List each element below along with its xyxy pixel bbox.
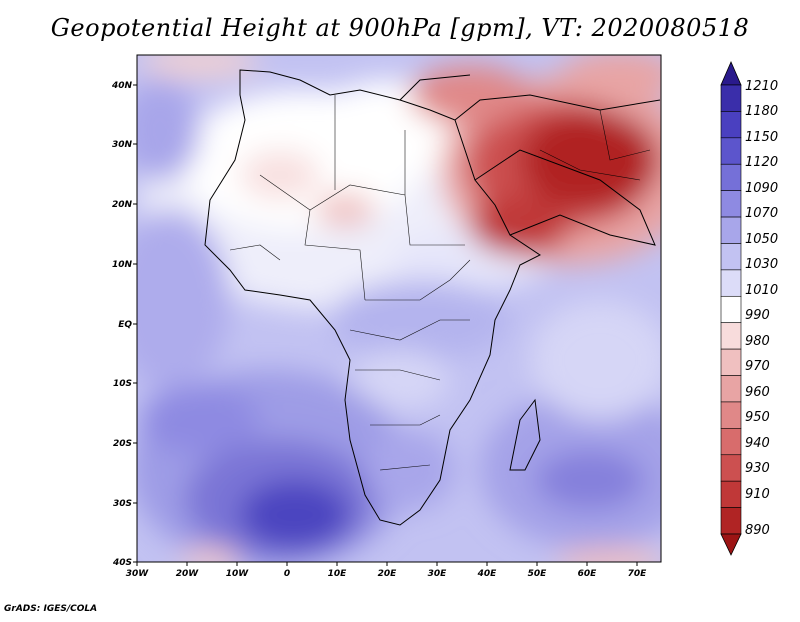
colorbar-swatch: [720, 190, 742, 218]
colorbar-swatch: [720, 84, 742, 112]
colorbar-label: 930: [745, 461, 770, 476]
colorbar-swatch: [720, 269, 742, 297]
colorbar-swatch: [720, 216, 742, 244]
colorbar-swatch: [720, 111, 742, 139]
colorbar-swatch: [720, 401, 742, 429]
coastlines: [204, 69, 661, 526]
colorbar-label: 1210: [745, 79, 778, 94]
colorbar-label: 1180: [745, 104, 778, 119]
y-tick-label: 30S: [113, 499, 132, 509]
axis-ticks: [133, 84, 638, 566]
colorbar-label: 940: [745, 436, 770, 451]
y-axis: 40S 30S 20S 10S EQ 10N 20N 30N 40N: [111, 81, 133, 568]
y-tick-label: 40S: [112, 558, 132, 568]
x-tick-label: 30E: [428, 569, 448, 579]
colorbar-label: 1090: [745, 181, 778, 196]
colorbar-label: 1030: [745, 257, 778, 272]
x-tick-label: 20E: [378, 569, 398, 579]
colorbar-label: 950: [745, 410, 770, 425]
country-borders: [229, 95, 651, 471]
colorbar-top-arrow: [720, 60, 742, 86]
x-tick-label: 70E: [628, 569, 648, 579]
colorbar-swatch: [720, 454, 742, 482]
x-tick-label: 60E: [578, 569, 598, 579]
colorbar-label: 1120: [745, 155, 778, 170]
y-tick-label: 30N: [112, 140, 133, 150]
colorbar: 1210 1180 1150 1120 1090 1070 1050 1030 …: [720, 60, 778, 556]
colorbar-boxes: [720, 84, 742, 535]
x-axis: 30W 20W 10W 0 10E 20E 30E 40E 50E 60E 70…: [126, 569, 647, 579]
colorbar-labels: 1210 1180 1150 1120 1090 1070 1050 1030 …: [745, 79, 778, 538]
colorbar-label: 1150: [745, 130, 778, 145]
colorbar-label: 970: [745, 359, 770, 374]
y-tick-label: 40N: [111, 81, 133, 91]
colorbar-swatch: [720, 428, 742, 456]
chart-title: Geopotential Height at 900hPa [gpm], VT:…: [50, 14, 750, 42]
colorbar-label: 960: [745, 385, 770, 400]
colorbar-swatch: [720, 507, 742, 535]
height-field: [137, 55, 661, 562]
x-tick-label: 30W: [126, 569, 150, 579]
colorbar-bottom-arrow: [720, 533, 742, 556]
colorbar-swatch: [720, 243, 742, 271]
colorbar-label: 980: [745, 334, 770, 349]
x-tick-label: 10W: [226, 569, 250, 579]
colorbar-swatch: [720, 137, 742, 165]
y-tick-label: 10S: [113, 379, 132, 389]
colorbar-swatch: [720, 295, 742, 324]
colorbar-label: 990: [745, 308, 770, 323]
x-tick-label: 0: [284, 569, 290, 579]
colorbar-swatch: [720, 480, 742, 508]
x-tick-label: 50E: [528, 569, 548, 579]
colorbar-swatch: [720, 375, 742, 403]
colorbar-swatch: [720, 163, 742, 191]
colorbar-swatch: [720, 348, 742, 376]
y-tick-label: 20N: [112, 200, 133, 210]
colorbar-swatch: [720, 322, 742, 350]
y-tick-label: 10N: [112, 260, 133, 270]
x-tick-label: 20W: [176, 569, 200, 579]
colorbar-label: 1070: [745, 206, 778, 221]
colorbar-label: 1010: [745, 283, 778, 298]
plot-frame: [136, 54, 662, 563]
y-tick-label: EQ: [118, 320, 132, 330]
colorbar-label: 1050: [745, 232, 778, 247]
colorbar-label: 890: [745, 523, 770, 538]
credit-text: GrADS: IGES/COLA: [4, 604, 98, 614]
colorbar-label: 910: [745, 487, 770, 502]
y-tick-label: 20S: [113, 439, 132, 449]
x-tick-label: 10E: [328, 569, 348, 579]
x-tick-label: 40E: [477, 569, 498, 579]
